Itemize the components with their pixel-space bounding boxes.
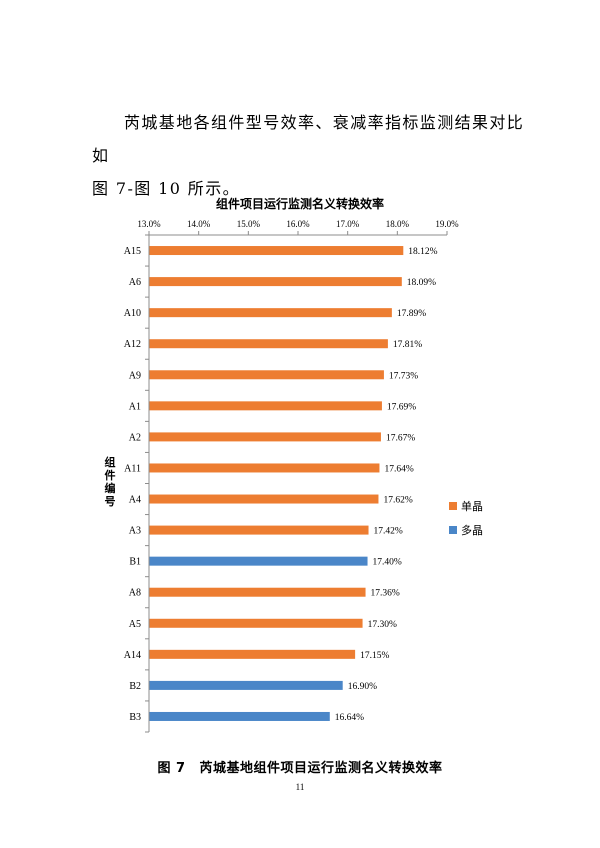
category-label: A10 xyxy=(124,308,141,319)
bar xyxy=(149,432,381,442)
x-tick-label: 19.0% xyxy=(435,219,459,229)
data-label: 17.81% xyxy=(393,340,422,350)
category-label: A1 xyxy=(129,401,141,412)
paragraph-line-1: 芮城基地各组件型号效率、衰减率指标监测结果对比如 xyxy=(92,113,525,165)
x-tick-label: 15.0% xyxy=(237,219,261,229)
bar xyxy=(149,401,382,411)
legend-swatch xyxy=(449,526,457,534)
y-axis-title: 组件编号 xyxy=(103,456,117,508)
category-label: B3 xyxy=(129,712,141,723)
figure-caption-text: 芮城基地组件项目运行监测名义转换效率 xyxy=(199,761,443,776)
figure-caption: 图 7 芮城基地组件项目运行监测名义转换效率 xyxy=(0,757,600,776)
data-label: 17.67% xyxy=(386,433,415,443)
category-label: A3 xyxy=(129,526,141,537)
x-tick-label: 13.0% xyxy=(137,219,161,229)
bar xyxy=(149,246,404,256)
category-label: A4 xyxy=(129,495,141,506)
bar xyxy=(149,525,369,535)
data-label: 17.62% xyxy=(383,496,412,506)
x-tick-label: 17.0% xyxy=(336,219,360,229)
data-label: 17.42% xyxy=(374,527,403,537)
data-label: 18.09% xyxy=(407,278,436,288)
y-axis-title-char: 编 xyxy=(104,482,116,495)
category-label: A2 xyxy=(129,432,141,443)
figure-number: 图 7 xyxy=(157,761,186,776)
data-label: 17.30% xyxy=(368,620,397,630)
page-number: 11 xyxy=(295,782,305,792)
data-label: 16.64% xyxy=(335,713,364,723)
data-label: 17.40% xyxy=(373,558,402,568)
bar xyxy=(149,649,356,659)
category-label: A9 xyxy=(129,370,141,381)
category-label: A8 xyxy=(129,588,141,599)
y-axis-title-char: 号 xyxy=(104,495,116,508)
legend-label: 单晶 xyxy=(461,500,483,513)
bar xyxy=(149,339,388,349)
category-label: B2 xyxy=(129,681,141,692)
category-label: A5 xyxy=(129,619,141,630)
y-axis-title-char: 件 xyxy=(104,469,116,482)
data-label: 17.15% xyxy=(360,651,389,661)
bar xyxy=(149,277,402,287)
data-label: 17.36% xyxy=(371,589,400,599)
data-label: 18.12% xyxy=(408,247,437,257)
bar xyxy=(149,711,330,721)
category-label: B1 xyxy=(129,557,141,568)
body-paragraph: 芮城基地各组件型号效率、衰减率指标监测结果对比如 图 7-图 10 所示。 xyxy=(92,106,532,205)
category-label: A15 xyxy=(124,246,141,257)
data-label: 17.89% xyxy=(397,309,426,319)
x-tick-label: 16.0% xyxy=(286,219,310,229)
paragraph-line-2: 图 7-图 10 所示。 xyxy=(92,179,241,198)
data-label: 17.64% xyxy=(384,464,413,474)
bar xyxy=(149,587,366,597)
y-axis-title-char: 组 xyxy=(104,456,116,469)
legend-swatch xyxy=(449,502,457,510)
category-label: A11 xyxy=(124,463,141,474)
bar xyxy=(149,370,384,380)
x-tick-label: 14.0% xyxy=(187,219,211,229)
bar xyxy=(149,494,379,504)
data-label: 16.90% xyxy=(348,682,377,692)
category-label: A14 xyxy=(124,650,141,661)
category-label: A6 xyxy=(129,277,141,288)
bar xyxy=(149,618,363,628)
bar xyxy=(149,308,392,318)
x-tick-label: 18.0% xyxy=(386,219,410,229)
legend-label: 多晶 xyxy=(461,523,483,537)
data-label: 17.69% xyxy=(387,402,416,412)
data-label: 17.73% xyxy=(389,371,418,381)
bar xyxy=(149,680,343,690)
chart-title: 组件项目运行监测名义转换效率 xyxy=(215,197,384,211)
bar xyxy=(149,463,380,473)
bar xyxy=(149,556,368,566)
category-label: A12 xyxy=(124,339,141,350)
